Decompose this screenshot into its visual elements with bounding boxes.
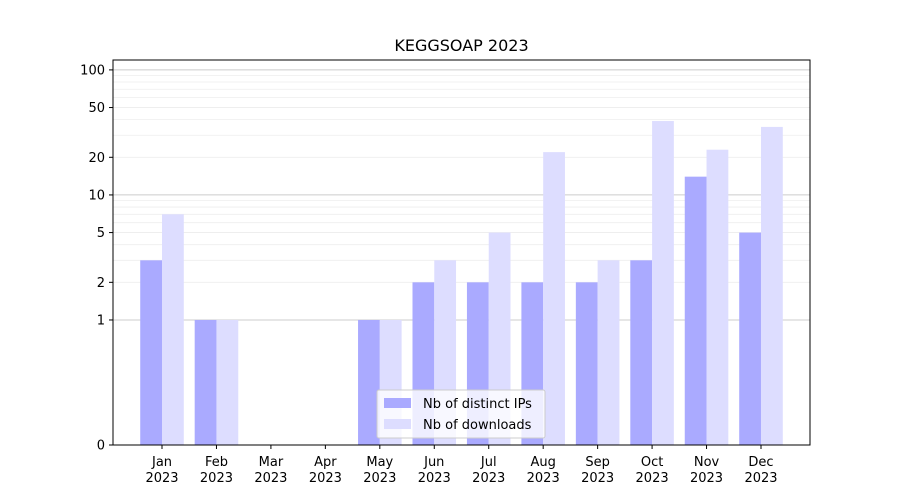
y-tick-label: 2 [97,276,105,291]
bar-distinct-ips [140,260,163,445]
y-tick-label: 100 [80,63,105,78]
x-tick-label-month: Aug [530,455,555,470]
legend-label-distinct-ips: Nb of distinct IPs [423,397,532,412]
x-tick-label-year: 2023 [363,471,396,486]
legend: Nb of distinct IPs Nb of downloads [376,389,546,439]
bar-downloads [706,149,729,446]
x-tick-label-year: 2023 [581,471,614,486]
plot-frame [112,59,811,446]
y-tick-label: 50 [88,101,105,116]
x-tick-label-year: 2023 [636,471,669,486]
y-tick-label: 20 [88,151,105,166]
x-tick-label-month: Dec [748,455,773,470]
legend-swatch-distinct-ips [384,398,411,408]
bar-downloads [652,121,674,446]
bar-distinct-ips [684,176,707,445]
x-tick-label-month: Mar [259,455,284,470]
bars [140,121,783,446]
legend-label-downloads: Nb of downloads [423,418,532,433]
bar-downloads [543,152,565,445]
chart-title: KEGGSOAP 2023 [394,36,528,55]
x-axis: Jan2023Feb2023Mar2023Apr2023May2023Jun20… [145,445,778,486]
x-tick-label-year: 2023 [254,471,287,486]
y-tick-label: 1 [97,313,105,328]
x-tick-label-month: Sep [585,455,610,470]
bar-distinct-ips [194,319,217,445]
y-tick-label: 5 [97,226,105,241]
x-tick-label-year: 2023 [690,471,723,486]
x-tick-label-month: Jul [480,455,497,470]
x-tick-label-month: May [366,455,393,470]
y-axis: 0 1 2 5 10 20 50 100 [80,63,113,454]
y-tick-label: 10 [88,188,105,203]
bar-distinct-ips [575,282,598,445]
bar-distinct-ips [630,260,653,445]
x-tick-label-month: Feb [205,455,228,470]
x-tick-label-month: Jun [423,455,444,470]
x-tick-label-year: 2023 [472,471,505,486]
y-tick-label: 0 [97,439,105,454]
x-tick-label-month: Apr [314,455,337,470]
x-tick-label-year: 2023 [744,471,777,486]
grid-lines [113,69,810,446]
x-tick-label-year: 2023 [200,471,233,486]
x-tick-label-year: 2023 [418,471,451,486]
x-tick-label-year: 2023 [145,471,178,486]
x-tick-label-month: Jan [151,455,172,470]
bar-downloads [216,319,239,445]
x-tick-label-month: Oct [641,455,663,470]
x-tick-label-year: 2023 [309,471,342,486]
bar-downloads [162,214,184,445]
bar-downloads [597,260,620,445]
bar-distinct-ips [739,232,761,445]
legend-swatch-downloads [384,419,411,429]
legend-box [376,389,546,439]
x-tick-label-month: Nov [694,455,720,470]
bar-distinct-ips [358,319,380,445]
x-tick-label-year: 2023 [527,471,560,486]
bar-downloads [760,126,783,446]
